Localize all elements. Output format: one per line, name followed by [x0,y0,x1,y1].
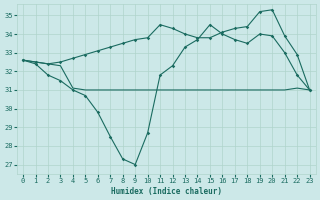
X-axis label: Humidex (Indice chaleur): Humidex (Indice chaleur) [111,187,222,196]
